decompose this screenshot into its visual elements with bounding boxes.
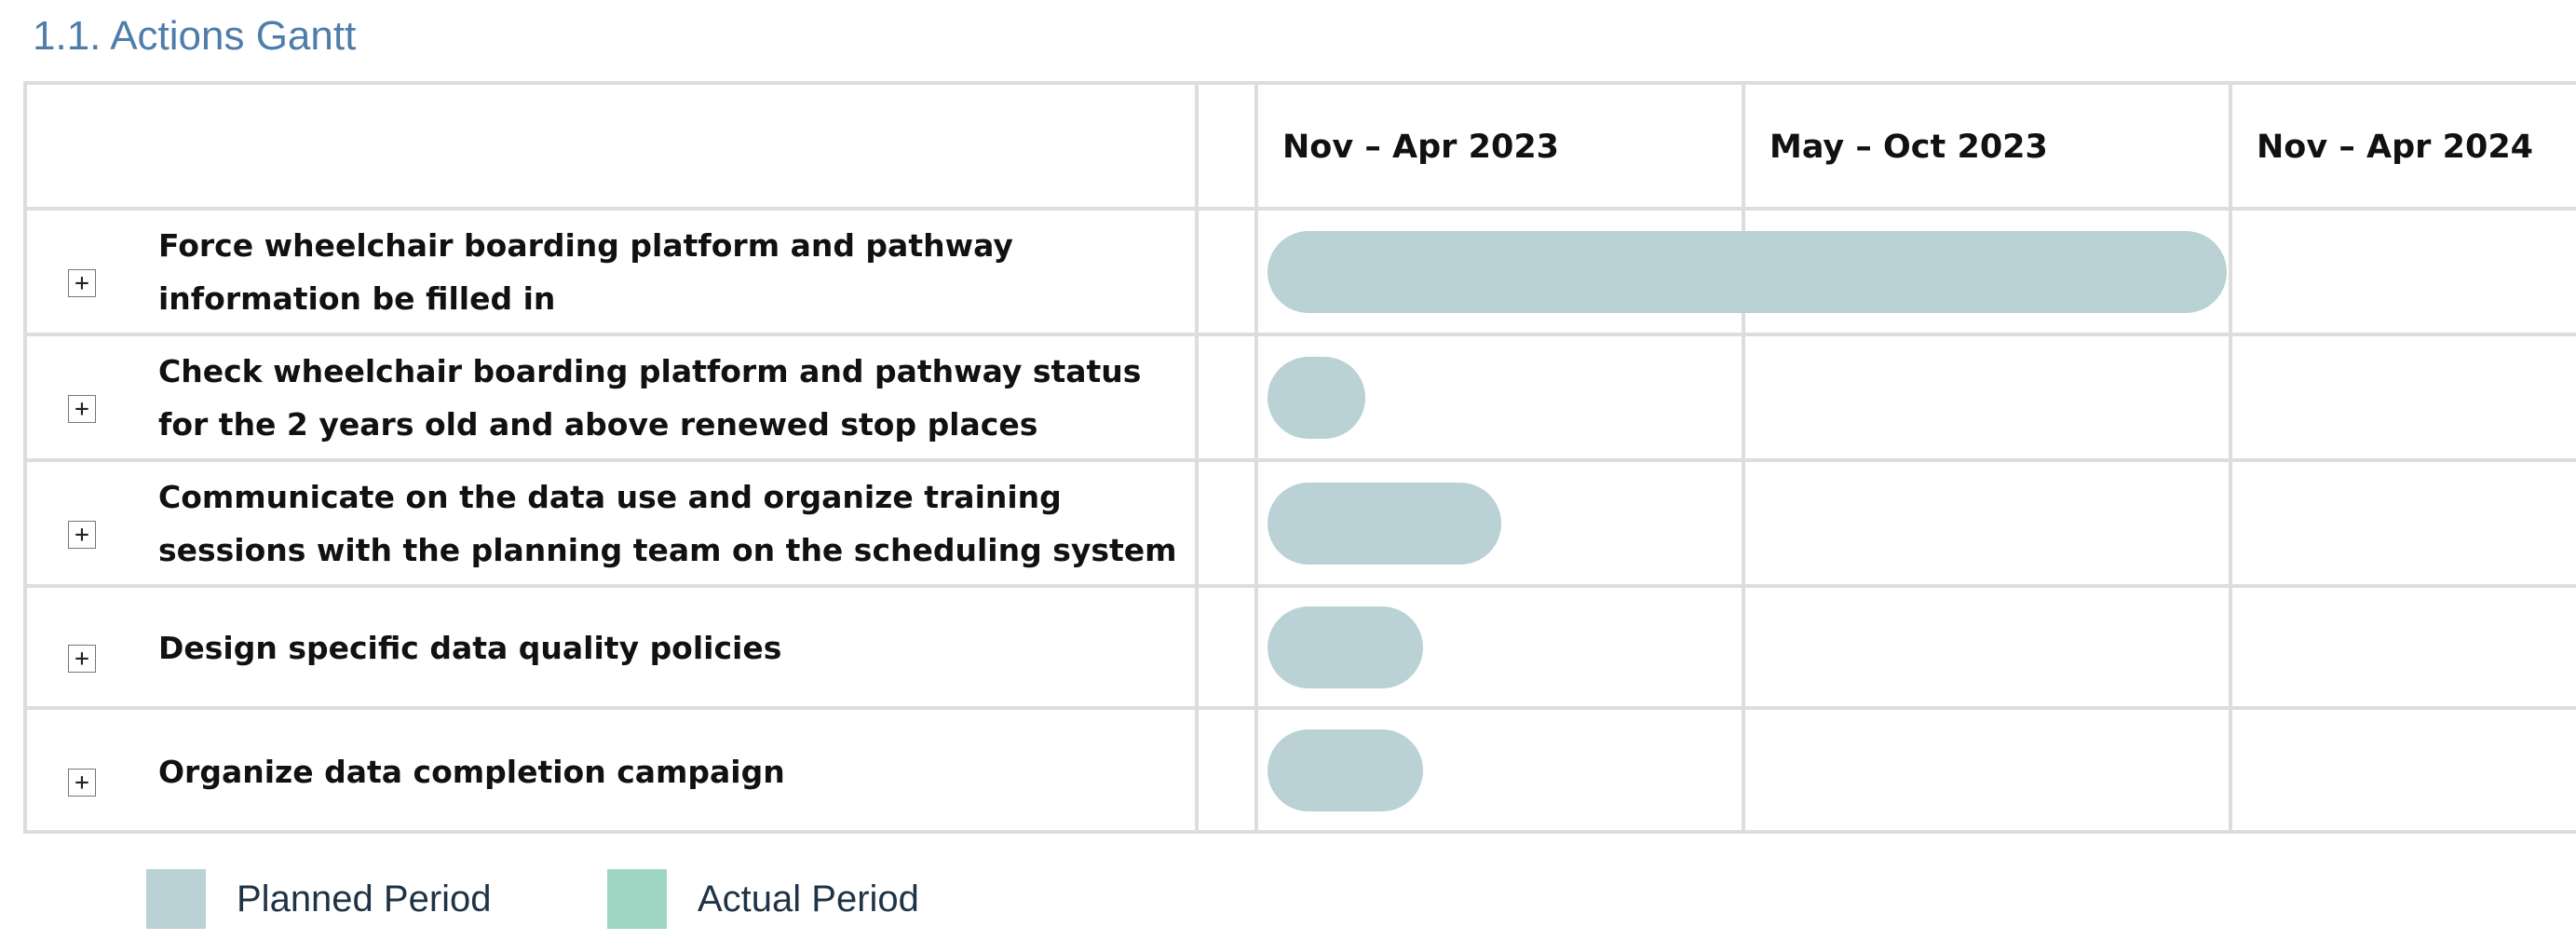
period-header-2: May – Oct 2023 [1769, 129, 2048, 166]
row-divider [27, 458, 2576, 462]
task-label: Organize data completion campaign [158, 754, 785, 790]
legend-swatch-planned [146, 869, 206, 929]
expand-row-button[interactable]: + [68, 395, 96, 423]
row-divider [27, 584, 2576, 588]
plus-icon: + [75, 269, 89, 297]
period-header-3: Nov – Apr 2024 [2257, 129, 2534, 166]
legend-swatch-actual [607, 869, 667, 929]
section-title: 1.1. Actions Gantt [33, 13, 357, 59]
planned-period-bar [1268, 482, 1502, 565]
planned-period-bar [1268, 230, 2228, 313]
planned-period-bar [1268, 729, 1424, 811]
gantt-table: Nov – Apr 2023 May – Oct 2023 Nov – Apr … [23, 81, 2576, 834]
legend-label-planned: Planned Period [237, 878, 492, 920]
legend-item-planned: Planned Period [146, 869, 492, 929]
row-divider [27, 207, 2576, 211]
task-label: Design specific data quality policies [158, 629, 782, 666]
task-label: Check wheelchair boarding platform and p… [158, 353, 1142, 443]
column-divider [1742, 85, 1745, 830]
planned-period-bar [1268, 606, 1424, 688]
planned-period-bar [1268, 356, 1365, 439]
task-label: Force wheelchair boarding platform and p… [158, 227, 1013, 317]
expand-row-button[interactable]: + [68, 769, 96, 797]
plus-icon: + [75, 769, 89, 797]
legend-item-actual: Actual Period [607, 869, 919, 929]
plus-icon: + [75, 645, 89, 673]
period-header-1: Nov – Apr 2023 [1282, 129, 1560, 166]
column-divider [2229, 85, 2232, 830]
plus-icon: + [75, 395, 89, 423]
expand-row-button[interactable]: + [68, 269, 96, 297]
expand-row-button[interactable]: + [68, 645, 96, 673]
plus-icon: + [75, 521, 89, 549]
column-divider [1254, 85, 1258, 830]
row-divider [27, 706, 2576, 710]
task-label: Communicate on the data use and organize… [158, 479, 1177, 568]
column-divider [1195, 85, 1199, 830]
row-divider [27, 333, 2576, 336]
expand-row-button[interactable]: + [68, 521, 96, 549]
legend-label-actual: Actual Period [698, 878, 919, 920]
